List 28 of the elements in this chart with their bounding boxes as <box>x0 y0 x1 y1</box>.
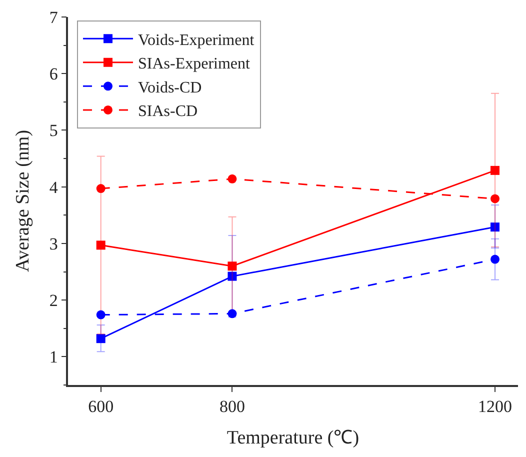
y-tick-label: 3 <box>49 234 58 254</box>
legend-label: Voids-CD <box>138 79 202 96</box>
point <box>490 166 500 175</box>
point <box>490 194 500 204</box>
point <box>96 334 106 344</box>
y-tick-label: 4 <box>49 178 58 197</box>
y-tick-label: 1 <box>49 348 58 367</box>
point <box>96 310 106 320</box>
y-tick-label: 5 <box>49 121 58 140</box>
y-axis-title: Average Size (nm) <box>12 130 34 272</box>
legend-label: SIAs-Experiment <box>138 56 251 73</box>
point <box>96 184 106 194</box>
point <box>228 174 237 184</box>
legend-label: Voids-Experiment <box>138 32 255 49</box>
y-tick-label: 2 <box>49 291 58 310</box>
point <box>96 240 106 250</box>
y-tick-label: 7 <box>49 8 58 27</box>
x-tick-label: 800 <box>219 397 245 416</box>
legend-label: SIAs-CD <box>138 103 198 120</box>
point <box>228 262 237 271</box>
x-axis-title: Temperature (℃) <box>226 427 360 448</box>
point <box>228 272 237 281</box>
x-tick-label: 600 <box>88 397 114 416</box>
point <box>228 309 237 318</box>
point <box>490 222 500 232</box>
x-tick-label: 1200 <box>478 397 512 416</box>
point <box>490 254 500 264</box>
y-tick-label: 6 <box>49 64 58 84</box>
